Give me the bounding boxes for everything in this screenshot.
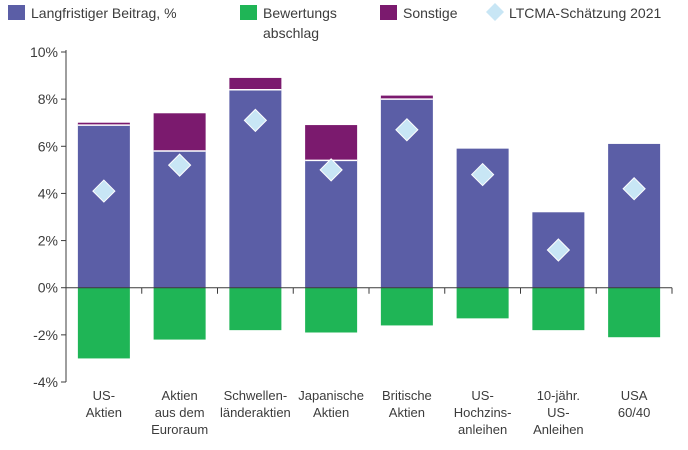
bar-sonstige	[380, 95, 433, 100]
y-tick-label: 4%	[38, 185, 58, 201]
x-category-label: Aktien	[86, 405, 122, 420]
bar-sonstige	[77, 122, 130, 126]
y-tick-label: 0%	[38, 280, 58, 296]
bar-bewertungsabschlag	[608, 287, 661, 338]
x-category-label: anleihen	[458, 422, 507, 437]
legend-label: Bewertungs	[263, 5, 337, 21]
bar-bewertungsabschlag	[532, 287, 585, 331]
bar-bewertungsabschlag	[305, 287, 358, 333]
bar-sonstige	[305, 125, 358, 161]
x-category-label: 60/40	[618, 405, 651, 420]
bar-langfristiger-beitrag	[608, 143, 661, 288]
legend-diamond-swatch	[486, 3, 504, 21]
x-category-label: Euroraum	[151, 422, 208, 437]
x-category-label: Anleihen	[533, 422, 584, 437]
x-category-label: US-	[547, 405, 569, 420]
ltcma-estimate-marker	[546, 238, 571, 262]
legend-swatch	[240, 5, 257, 20]
x-category-label: US-	[471, 388, 493, 403]
bar-bewertungsabschlag	[380, 287, 433, 326]
bar-langfristiger-beitrag	[305, 160, 358, 288]
bar-bewertungsabschlag	[77, 287, 130, 359]
bar-bewertungsabschlag	[229, 287, 282, 331]
legend-label: Sonstige	[403, 5, 458, 21]
x-category-label: 10-jähr.	[537, 388, 580, 403]
ltcma-estimate-marker	[167, 153, 192, 177]
x-category-label: Aktien	[389, 405, 425, 420]
ltcma-estimate-marker	[92, 179, 116, 203]
legend-label: Langfristiger Beitrag, %	[31, 5, 177, 21]
ltcma-estimate-marker	[622, 177, 646, 201]
x-category-label: US-	[93, 388, 115, 403]
legend-label: LTCMA-Schätzung 2021	[509, 5, 661, 21]
x-category-label: länderaktien	[220, 405, 291, 420]
y-tick-label: 10%	[30, 44, 58, 60]
bar-sonstige	[229, 77, 282, 90]
bar-langfristiger-beitrag	[77, 125, 130, 288]
x-category-label: Hochzins-	[454, 405, 512, 420]
y-tick-label: 6%	[38, 138, 58, 154]
y-tick-label: -2%	[33, 327, 58, 343]
x-category-label: Schwellen-	[224, 388, 288, 403]
x-category-label: Britische	[382, 388, 432, 403]
x-category-label: aus dem	[155, 405, 205, 420]
ltcma-estimate-marker	[243, 108, 268, 133]
legend-swatch	[380, 5, 397, 20]
x-category-label: Aktien	[162, 388, 198, 403]
x-category-label: Japanische	[298, 388, 364, 403]
bar-sonstige	[153, 113, 206, 151]
y-tick-label: 2%	[38, 233, 58, 249]
y-tick-label: -4%	[33, 374, 58, 390]
bar-bewertungsabschlag	[456, 287, 509, 319]
legend-swatch	[8, 5, 25, 20]
ltcma-estimate-marker	[319, 158, 343, 182]
ltcma-estimate-marker	[470, 162, 495, 187]
y-tick-label: 8%	[38, 91, 58, 107]
bar-bewertungsabschlag	[153, 287, 206, 340]
legend-label-continued: abschlag	[263, 25, 319, 41]
x-category-label: Aktien	[313, 405, 349, 420]
x-category-label: USA	[621, 388, 648, 403]
ltcma-estimate-marker	[395, 118, 419, 142]
